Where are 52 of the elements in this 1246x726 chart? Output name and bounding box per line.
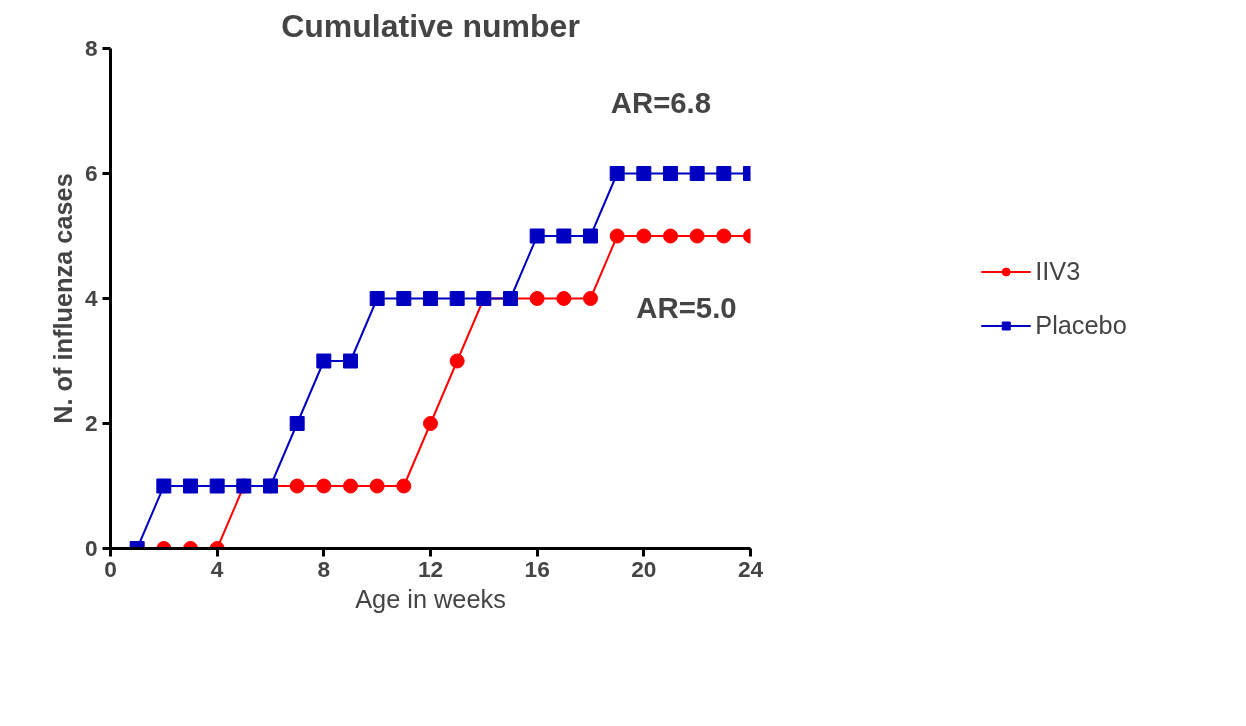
point: [183, 478, 198, 494]
x-axis-title: Age in weeks: [355, 584, 506, 613]
y-tick-label: 6: [84, 160, 98, 186]
y-axis-title: N. of influenza cases: [48, 173, 77, 424]
point: [716, 166, 732, 181]
point: [369, 478, 385, 494]
x-tick-label: 4: [210, 555, 224, 582]
point: [156, 478, 172, 494]
chart-title: Cumulative number: [281, 7, 580, 44]
point: [396, 478, 412, 494]
point: [343, 478, 358, 494]
point: [556, 228, 572, 244]
point: [556, 291, 572, 306]
point: [636, 166, 652, 181]
x-tick-label: 24: [737, 555, 764, 582]
y-tick-label: 8: [84, 35, 98, 61]
point: [583, 228, 598, 244]
x-tick-label: 16: [524, 555, 550, 582]
point: [609, 166, 625, 181]
point: [369, 291, 385, 306]
point: [316, 478, 332, 494]
point: [636, 228, 652, 244]
point: [663, 166, 678, 181]
point: [449, 291, 465, 306]
point: [689, 228, 705, 244]
point: [289, 416, 305, 431]
point: [423, 416, 438, 431]
point: [609, 228, 625, 244]
point: [343, 353, 358, 369]
point: [289, 478, 305, 494]
point: [716, 228, 732, 244]
x-tick-label: 0: [104, 555, 117, 582]
point: [316, 353, 332, 369]
y-tick-label: 0: [84, 535, 98, 561]
annotation: AR=6.8: [610, 85, 712, 119]
point: [529, 291, 545, 306]
annotation: AR=5.0: [636, 290, 737, 324]
point: [663, 228, 678, 244]
point: [583, 291, 598, 306]
legend-label: IIV3: [1035, 256, 1081, 286]
point: [423, 291, 438, 306]
x-tick-label: 12: [417, 555, 444, 582]
point: [529, 228, 545, 244]
point: [396, 291, 412, 306]
point: [689, 166, 705, 181]
x-tick-label: 8: [317, 555, 331, 582]
y-tick-label: 4: [84, 285, 98, 311]
point: [209, 478, 225, 494]
legend-label: Placebo: [1035, 310, 1127, 340]
x-tick-label: 20: [631, 555, 657, 582]
point: [449, 353, 465, 369]
y-tick-label: 2: [84, 410, 98, 436]
